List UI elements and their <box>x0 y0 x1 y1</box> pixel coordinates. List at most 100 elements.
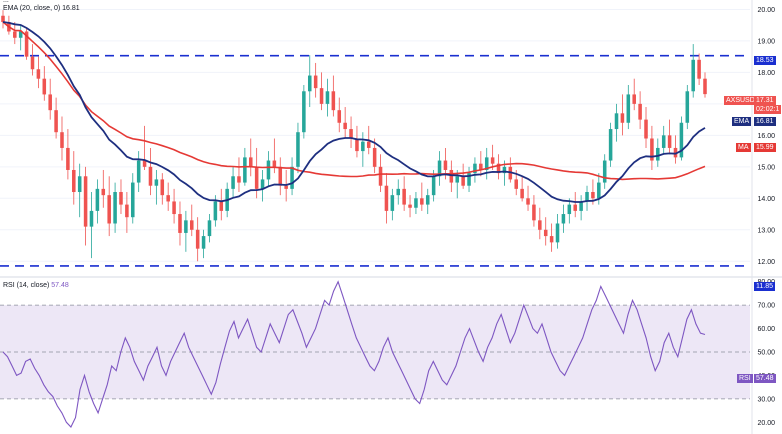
candle-body <box>331 91 336 111</box>
symbol-label: AXSUSDT <box>726 97 760 104</box>
candle-body <box>36 69 41 79</box>
candle-body <box>632 94 636 104</box>
candle-body <box>313 75 318 89</box>
candle-body <box>644 119 648 139</box>
candle-body <box>219 201 224 211</box>
candle-body <box>237 176 241 183</box>
candle-body <box>148 166 153 186</box>
rsi-gridlines <box>0 304 750 400</box>
candle-body <box>378 166 383 186</box>
candle-body <box>467 173 471 186</box>
candle-body <box>591 192 595 199</box>
candle-body <box>455 176 460 183</box>
candle-body <box>691 59 695 92</box>
resistance-label: 18.53 <box>756 57 774 64</box>
candle-body <box>125 204 129 218</box>
rsi-legend: RSI (14, close) 57.48 <box>3 282 69 289</box>
candle-body <box>543 229 548 237</box>
candle-body <box>30 56 35 70</box>
candle-body <box>1 15 5 23</box>
candle-body <box>266 160 271 180</box>
candle-body <box>184 220 188 233</box>
rsi-line <box>2 280 706 428</box>
candle-body <box>496 163 501 174</box>
rsi-tick-label: 30.00 <box>757 396 775 403</box>
candle-body <box>473 163 477 174</box>
ema-legend-value: 16.81 <box>62 5 80 12</box>
candle-body <box>638 103 642 120</box>
price-tick-label: 18.00 <box>757 70 775 77</box>
rsi-value-tag: 57.48 <box>754 374 776 383</box>
candle-body <box>425 195 430 205</box>
candle-body <box>131 182 135 218</box>
candle-body <box>166 195 170 202</box>
candle-body <box>190 220 194 230</box>
candle-body <box>325 91 330 104</box>
rsi-tick-label: 70.00 <box>757 303 775 310</box>
candle-body <box>260 179 265 189</box>
candle-body <box>207 220 212 237</box>
candle-body <box>272 160 277 167</box>
candle-body <box>160 179 165 196</box>
candle-body <box>119 192 123 205</box>
candle-body <box>608 129 613 161</box>
candle-body <box>626 94 631 123</box>
candle-body <box>366 141 371 148</box>
candle-body <box>449 169 454 183</box>
support-tag: 11.85 <box>754 282 775 291</box>
candle-body <box>673 147 678 158</box>
ema-legend: EMA (20, close, 0) 16.81 <box>3 5 80 12</box>
candle-body <box>355 138 359 152</box>
candle-body <box>243 157 247 183</box>
candle-body <box>284 185 288 189</box>
candle-body <box>42 78 47 95</box>
candle-body <box>60 132 64 148</box>
countdown-tag: 02:02:1 <box>754 105 782 114</box>
candle-body <box>101 188 106 196</box>
candle-body <box>213 201 218 221</box>
rsi-tick-label: 60.00 <box>757 326 775 333</box>
ema-legend-text: EMA (20, close, 0) <box>3 5 61 12</box>
candle-body <box>172 201 176 215</box>
candle-body <box>142 160 147 167</box>
candle-body <box>656 147 660 161</box>
ma-name-tag: MA <box>736 143 751 152</box>
candle-body <box>201 236 206 249</box>
candle-body <box>89 210 94 227</box>
candle-body <box>679 122 684 158</box>
candle-body <box>573 204 577 211</box>
rsi-legend-text: RSI (14, close) <box>3 282 50 289</box>
rsi-tick-label: 50.00 <box>757 349 775 356</box>
candle-body <box>77 176 82 193</box>
candle-body <box>95 188 100 211</box>
candle-body <box>396 188 401 196</box>
candle-body <box>72 169 76 193</box>
candle-body <box>420 198 424 205</box>
candle-body <box>490 157 495 164</box>
candle-body <box>579 201 583 211</box>
candle-body <box>113 192 117 224</box>
candle-body <box>195 229 200 249</box>
candle-body <box>620 113 625 123</box>
candle-body <box>520 188 524 199</box>
candle-body <box>302 91 306 133</box>
candle-body <box>178 214 182 233</box>
candle-body <box>231 176 235 189</box>
candle-body <box>337 110 342 123</box>
ma-value-tag: 15.99 <box>754 143 776 152</box>
price-gridlines <box>0 8 750 262</box>
rsi-name-label: RSI <box>739 375 751 382</box>
price-legend: ... <box>3 0 9 4</box>
candle-body <box>561 214 566 224</box>
candle-body <box>484 157 489 170</box>
ema-name-label: EMA <box>734 118 750 125</box>
price-tick-label: 20.00 <box>757 7 775 14</box>
candle-body <box>661 135 666 148</box>
candle-body <box>555 223 560 243</box>
candle-body <box>107 195 111 224</box>
candle-body <box>154 179 159 186</box>
rsi-legend-value: 57.48 <box>51 282 69 289</box>
candle-body <box>343 122 347 130</box>
